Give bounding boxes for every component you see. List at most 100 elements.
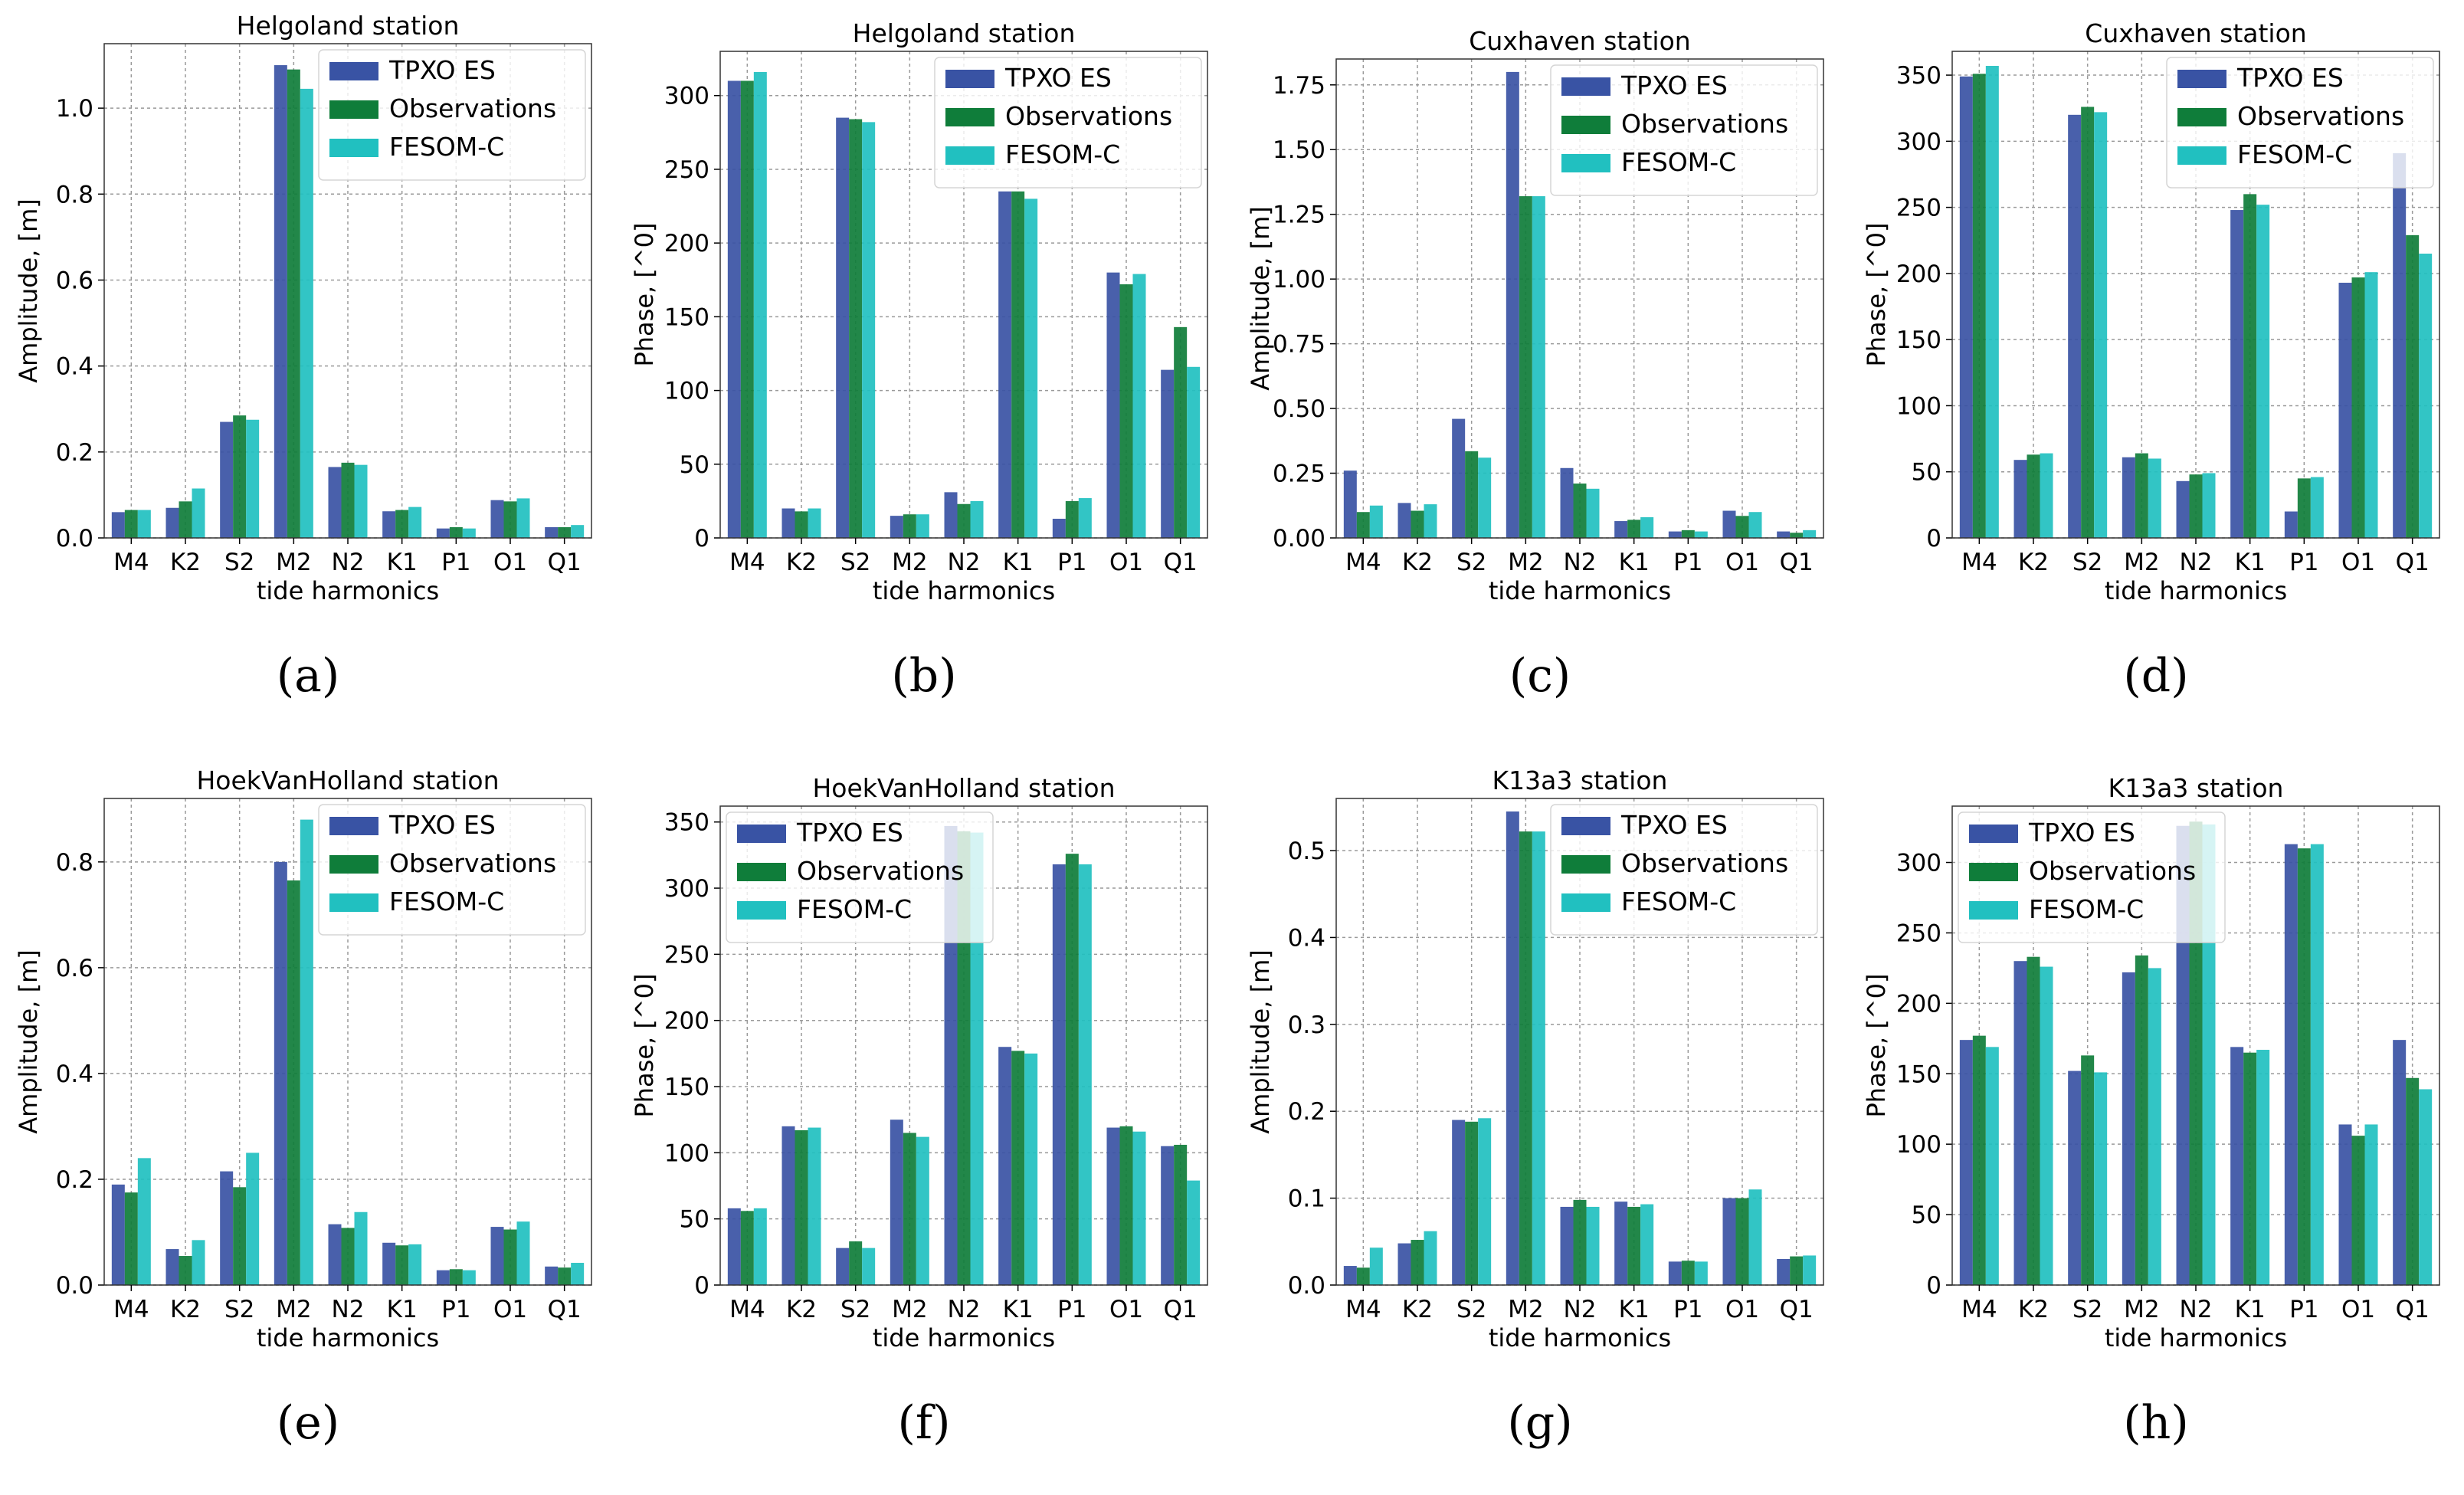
x-tick-label: M4 — [729, 549, 765, 576]
bar-observations-M4 — [1972, 74, 1986, 539]
panel-caption: (b) — [891, 649, 956, 703]
x-tick-label: K2 — [786, 1296, 817, 1323]
x-tick-label: P1 — [441, 1296, 470, 1323]
chart-panel-h: 0 50 100 150 200 250 300 M4 K2 S2 M2 N2 K1 P1 O1 Q1 K13a… — [1848, 747, 2464, 1494]
x-tick-label: S2 — [1456, 549, 1486, 576]
bar-tpxo-es-Q1 — [1777, 1258, 1791, 1285]
y-tick-label: 0.2 — [56, 439, 93, 467]
x-tick-label: Q1 — [548, 1296, 582, 1323]
bar-fesom-c-K2 — [808, 1127, 821, 1285]
legend-label: Observations — [2029, 856, 2196, 886]
bar-observations-K2 — [179, 501, 192, 538]
bar-observations-M4 — [740, 1211, 754, 1285]
y-tick-label: 0.50 — [1273, 395, 1325, 423]
bar-observations-O1 — [1119, 284, 1133, 538]
x-tick-label: K2 — [170, 1296, 201, 1323]
bar-fesom-c-O1 — [516, 498, 530, 538]
x-tick-label: N2 — [2180, 549, 2213, 576]
bar-fesom-c-K1 — [2256, 205, 2270, 538]
x-tick-label: K1 — [387, 1296, 418, 1323]
bar-fesom-c-O1 — [2364, 1124, 2378, 1285]
bar-observations-K1 — [2243, 1052, 2257, 1285]
bar-fesom-c-K2 — [1424, 1231, 1437, 1285]
y-tick-label: 0.1 — [1288, 1185, 1325, 1213]
x-tick-label: M2 — [276, 1296, 311, 1323]
bar-fesom-c-N2 — [354, 464, 368, 538]
bar-observations-M4 — [1356, 1267, 1370, 1285]
y-tick-label: 0.5 — [1288, 838, 1325, 865]
x-tick-label: M4 — [1961, 549, 1997, 576]
x-tick-label: M4 — [1961, 1296, 1997, 1323]
panel-caption: (h) — [2123, 1396, 2188, 1450]
y-tick-label: 0.0 — [56, 525, 93, 552]
bar-tpxo-es-P1 — [1052, 518, 1066, 538]
bar-fesom-c-M2 — [2148, 968, 2161, 1285]
legend-swatch — [1561, 855, 1610, 874]
legend-swatch — [737, 863, 786, 881]
x-tick-label: P1 — [1673, 1296, 1702, 1323]
bar-observations-K1 — [1011, 191, 1025, 538]
bar-fesom-c-S2 — [1478, 1118, 1492, 1285]
y-axis-label: Phase, [^0] — [1862, 973, 1891, 1117]
bar-observations-M4 — [1356, 512, 1370, 538]
legend-swatch — [329, 139, 378, 157]
y-tick-label: 250 — [664, 156, 709, 184]
bar-observations-Q1 — [2406, 1077, 2420, 1285]
bar-fesom-c-O1 — [1748, 512, 1762, 538]
bar-fesom-c-S2 — [246, 419, 260, 538]
y-axis-label: Amplitude, [m] — [1246, 206, 1275, 390]
bar-fesom-c-P1 — [462, 1270, 476, 1285]
y-tick-label: 1.00 — [1273, 266, 1325, 293]
bar-tpxo-es-M4 — [727, 1208, 741, 1285]
bar-observations-Q1 — [1174, 326, 1188, 538]
bar-tpxo-es-K1 — [998, 191, 1012, 538]
bar-observations-M2 — [287, 69, 300, 539]
legend-label: TPXO ES — [388, 55, 496, 85]
bar-fesom-c-M2 — [300, 819, 313, 1285]
bar-fesom-c-N2 — [970, 832, 984, 1285]
bar-tpxo-es-P1 — [2284, 844, 2298, 1285]
x-tick-label: K1 — [1003, 549, 1034, 576]
y-tick-label: 300 — [1896, 128, 1941, 156]
chart-svg-h: 0 50 100 150 200 250 300 M4 K2 S2 M2 N2 K1 P1 O1 Q1 K13a… — [1862, 773, 2440, 1450]
bar-tpxo-es-K2 — [2013, 961, 2027, 1285]
bar-tpxo-es-M2 — [890, 1120, 903, 1285]
legend-swatch — [329, 100, 378, 119]
bar-tpxo-es-K2 — [2013, 460, 2027, 538]
bar-tpxo-es-S2 — [1452, 418, 1466, 538]
y-tick-label: 0.00 — [1273, 525, 1325, 552]
x-tick-label: M2 — [276, 549, 311, 576]
legend-box — [1958, 811, 2226, 943]
y-tick-label: 300 — [664, 875, 709, 903]
bar-tpxo-es-M4 — [1343, 1266, 1357, 1285]
chart-title: Cuxhaven station — [1469, 26, 1690, 56]
legend-label: Observations — [1621, 848, 1788, 878]
x-axis-label: tide harmonics — [1489, 1323, 1671, 1352]
bar-tpxo-es-O1 — [2338, 1124, 2352, 1285]
legend-box — [318, 49, 586, 181]
y-tick-label: 150 — [1896, 326, 1941, 354]
bar-observations-P1 — [1065, 500, 1079, 538]
bar-fesom-c-Q1 — [1187, 366, 1201, 538]
legend-box — [1550, 64, 1818, 196]
bar-tpxo-es-S2 — [2068, 1070, 2082, 1285]
x-tick-label: K2 — [786, 549, 817, 576]
bar-fesom-c-P1 — [1078, 864, 1092, 1285]
bar-tpxo-es-K1 — [998, 1047, 1012, 1285]
bar-fesom-c-M4 — [137, 510, 151, 538]
x-tick-label: S2 — [840, 549, 870, 576]
legend-swatch — [945, 108, 994, 126]
legend-label: TPXO ES — [2028, 818, 2135, 847]
x-tick-label: M2 — [1508, 1296, 1543, 1323]
bar-observations-Q1 — [1790, 1256, 1804, 1285]
bar-fesom-c-S2 — [1478, 457, 1492, 538]
bar-fesom-c-O1 — [1132, 1131, 1146, 1285]
x-tick-label: N2 — [948, 549, 981, 576]
bar-observations-O1 — [1119, 1126, 1133, 1285]
bar-tpxo-es-O1 — [490, 500, 504, 538]
bar-fesom-c-M2 — [1532, 831, 1545, 1285]
bar-fesom-c-Q1 — [1187, 1180, 1201, 1285]
chart-svg-e: 0.0 0.2 0.4 0.6 0.8 M4 K2 S2 M2 N2 K1 P1 O1 Q1 HoekVan… — [14, 766, 592, 1450]
legend-label: TPXO ES — [388, 810, 496, 840]
legend-label: Observations — [389, 848, 556, 878]
